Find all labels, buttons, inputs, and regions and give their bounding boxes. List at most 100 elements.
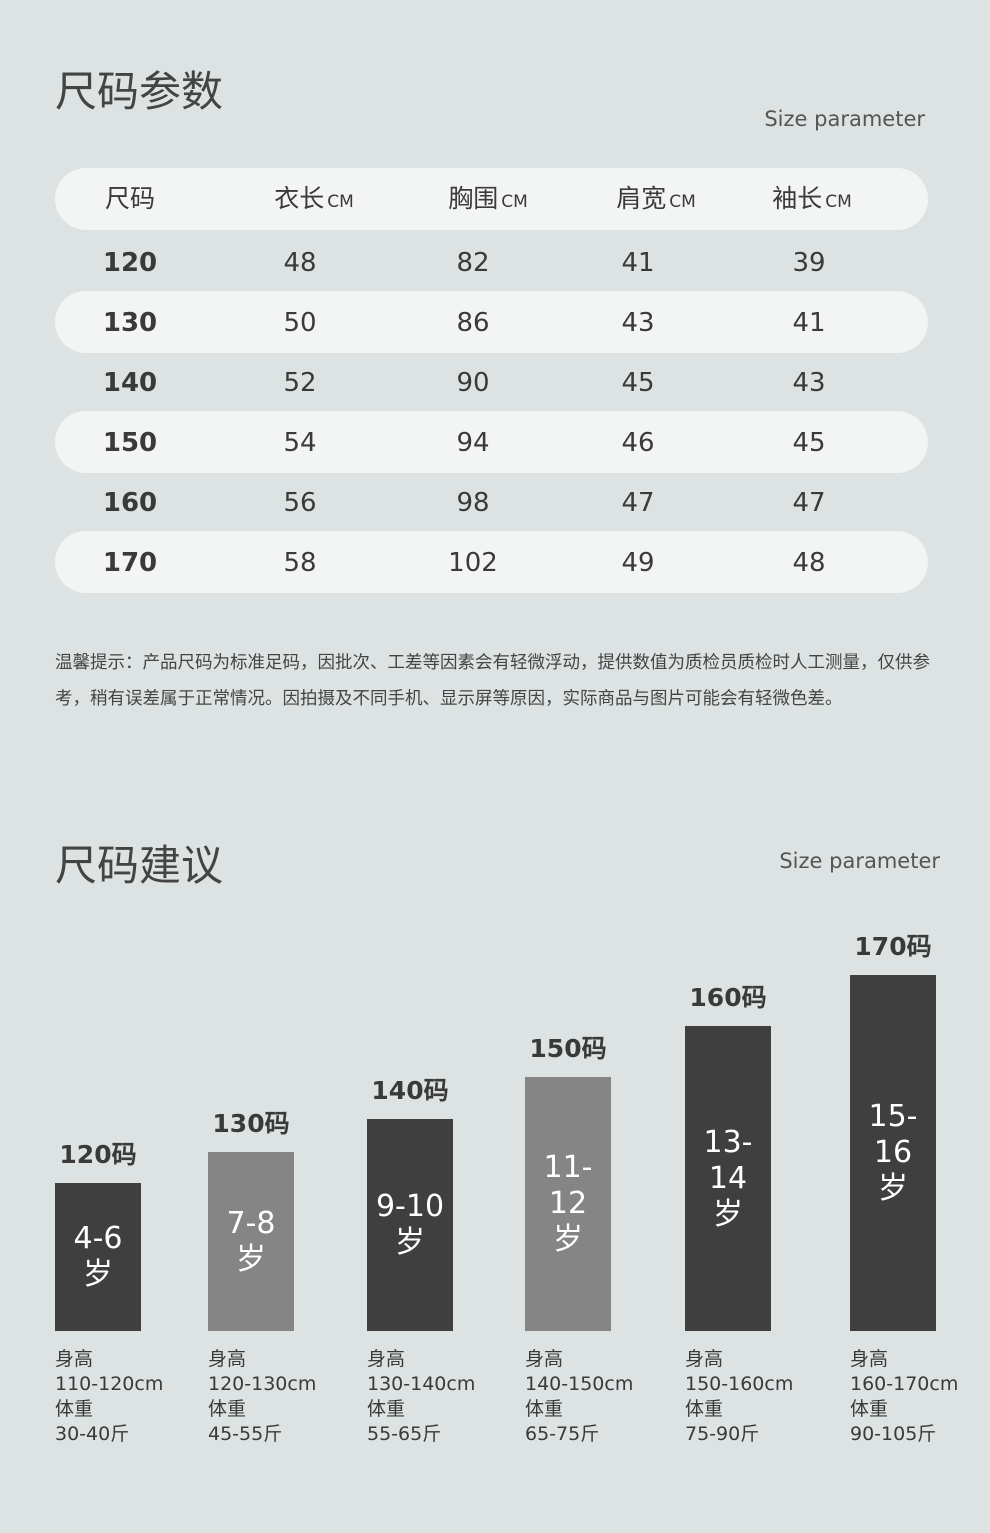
- size-label: 170码: [854, 932, 932, 961]
- info: 身高 120-130cm 体重 45-55斤: [208, 1347, 316, 1447]
- info: 身高 110-120cm 体重 30-40斤: [55, 1347, 163, 1447]
- weight-label: 体重: [208, 1398, 247, 1420]
- table-cell: 46: [621, 428, 655, 458]
- age-text: 4-6 岁: [55, 1221, 141, 1293]
- size-label: 130码: [212, 1109, 290, 1138]
- row-bg: [55, 531, 928, 593]
- header-label: 袖长: [772, 184, 823, 213]
- age-unit: 岁: [553, 1222, 583, 1257]
- age-text: 13-14 岁: [685, 1125, 771, 1233]
- weight: 55-65斤: [367, 1423, 442, 1445]
- table-cell: 45: [792, 428, 826, 458]
- table-cell: 160: [102, 488, 158, 518]
- table-cell: 86: [456, 308, 490, 338]
- bar: 4-6 岁: [55, 1183, 141, 1331]
- weight-label: 体重: [55, 1398, 94, 1420]
- age-range: 7-8: [226, 1205, 276, 1241]
- header-cell: 衣长 CM: [234, 184, 394, 217]
- height: 110-120cm: [55, 1373, 164, 1395]
- size-label: 160码: [689, 983, 767, 1012]
- table-cell: 39: [792, 248, 826, 278]
- header-cell: 袖长 CM: [732, 184, 892, 217]
- header-label: 胸围: [448, 184, 499, 213]
- age-unit: 岁: [395, 1225, 425, 1260]
- weight-label: 体重: [525, 1398, 564, 1420]
- table-cell: 50: [283, 308, 317, 338]
- header-cell: 肩宽 CM: [576, 184, 736, 217]
- table-cell: 120: [102, 248, 158, 278]
- age-range: 4-6: [73, 1221, 123, 1256]
- table-cell: 150: [102, 428, 158, 458]
- table-cell: 47: [792, 488, 826, 518]
- age-range: 13-14: [703, 1124, 753, 1196]
- table-cell: 47: [621, 488, 655, 518]
- age-unit: 岁: [713, 1196, 743, 1232]
- age-text: 7-8 岁: [208, 1206, 294, 1278]
- age-unit: 岁: [878, 1171, 908, 1206]
- table-cell: 48: [792, 548, 826, 578]
- header-label: 尺码: [104, 184, 155, 213]
- table-cell: 58: [283, 548, 317, 578]
- age-range: 11-12: [543, 1150, 593, 1221]
- table-cell: 140: [102, 368, 158, 398]
- age-text: 11-12 岁: [525, 1150, 611, 1258]
- height: 150-160cm: [685, 1373, 794, 1395]
- weight: 45-55斤: [208, 1423, 283, 1445]
- table-cell: 41: [621, 248, 655, 278]
- header-label: 衣长: [274, 184, 325, 213]
- height-label: 身高: [525, 1348, 564, 1370]
- note: 温馨提示：产品尺码为标准足码，因批次、工差等因素会有轻微浮动，提供数值为质检员质…: [55, 653, 930, 709]
- info: 身高 160-170cm 体重 90-105斤: [850, 1347, 958, 1447]
- age-range: 15-16: [868, 1099, 918, 1170]
- table-cell: 52: [283, 368, 317, 398]
- table-cell: 102: [448, 548, 498, 578]
- info: 身高 140-150cm 体重 65-75斤: [525, 1347, 633, 1447]
- table-cell: 82: [456, 248, 490, 278]
- row-bg: [55, 411, 928, 473]
- height-label: 身高: [685, 1348, 724, 1370]
- weight-label: 体重: [685, 1398, 724, 1420]
- age-text: 9-10 岁: [367, 1189, 453, 1261]
- header-cell: 胸围 CM: [408, 184, 568, 217]
- table-cell: 54: [283, 428, 317, 458]
- table-cell: 98: [456, 488, 490, 518]
- bar: 7-8 岁: [208, 1152, 294, 1331]
- header-row-bg: [55, 168, 928, 230]
- table-cell: 94: [456, 428, 490, 458]
- section-subtitle: Size parameter: [779, 849, 940, 873]
- table-cell: 90: [456, 368, 490, 398]
- size-label: 150码: [529, 1034, 607, 1063]
- age-unit: 岁: [83, 1257, 113, 1292]
- bar: 13-14 岁: [685, 1026, 771, 1331]
- info: 身高 150-160cm 体重 75-90斤: [685, 1347, 793, 1447]
- table-cell: 43: [792, 368, 826, 398]
- age-range: 9-10: [375, 1189, 445, 1224]
- table-cell: 49: [621, 548, 655, 578]
- age-unit: 岁: [236, 1241, 266, 1277]
- weight: 75-90斤: [685, 1423, 760, 1445]
- section-title: 尺码建议: [55, 841, 224, 890]
- height: 160-170cm: [850, 1373, 959, 1395]
- info: 身高 130-140cm 体重 55-65斤: [367, 1347, 475, 1447]
- height: 140-150cm: [525, 1373, 634, 1395]
- header-unit: CM: [669, 192, 696, 212]
- header-unit: CM: [327, 192, 354, 212]
- section-title: 尺码参数: [55, 67, 224, 116]
- bar: 15-16 岁: [850, 975, 936, 1331]
- table-cell: 43: [621, 308, 655, 338]
- bar: 11-12 岁: [525, 1077, 611, 1331]
- weight: 65-75斤: [525, 1423, 600, 1445]
- table-cell: 130: [102, 308, 158, 338]
- table-cell: 48: [283, 248, 317, 278]
- age-text: 15-16 岁: [850, 1099, 936, 1207]
- height-label: 身高: [208, 1348, 247, 1370]
- weight: 90-105斤: [850, 1423, 937, 1445]
- height-label: 身高: [55, 1348, 94, 1370]
- weight: 30-40斤: [55, 1423, 130, 1445]
- size-label: 120码: [59, 1140, 137, 1169]
- section-subtitle: Size parameter: [764, 107, 925, 131]
- row-bg: [55, 291, 928, 353]
- table-cell: 56: [283, 488, 317, 518]
- header-unit: CM: [501, 192, 528, 212]
